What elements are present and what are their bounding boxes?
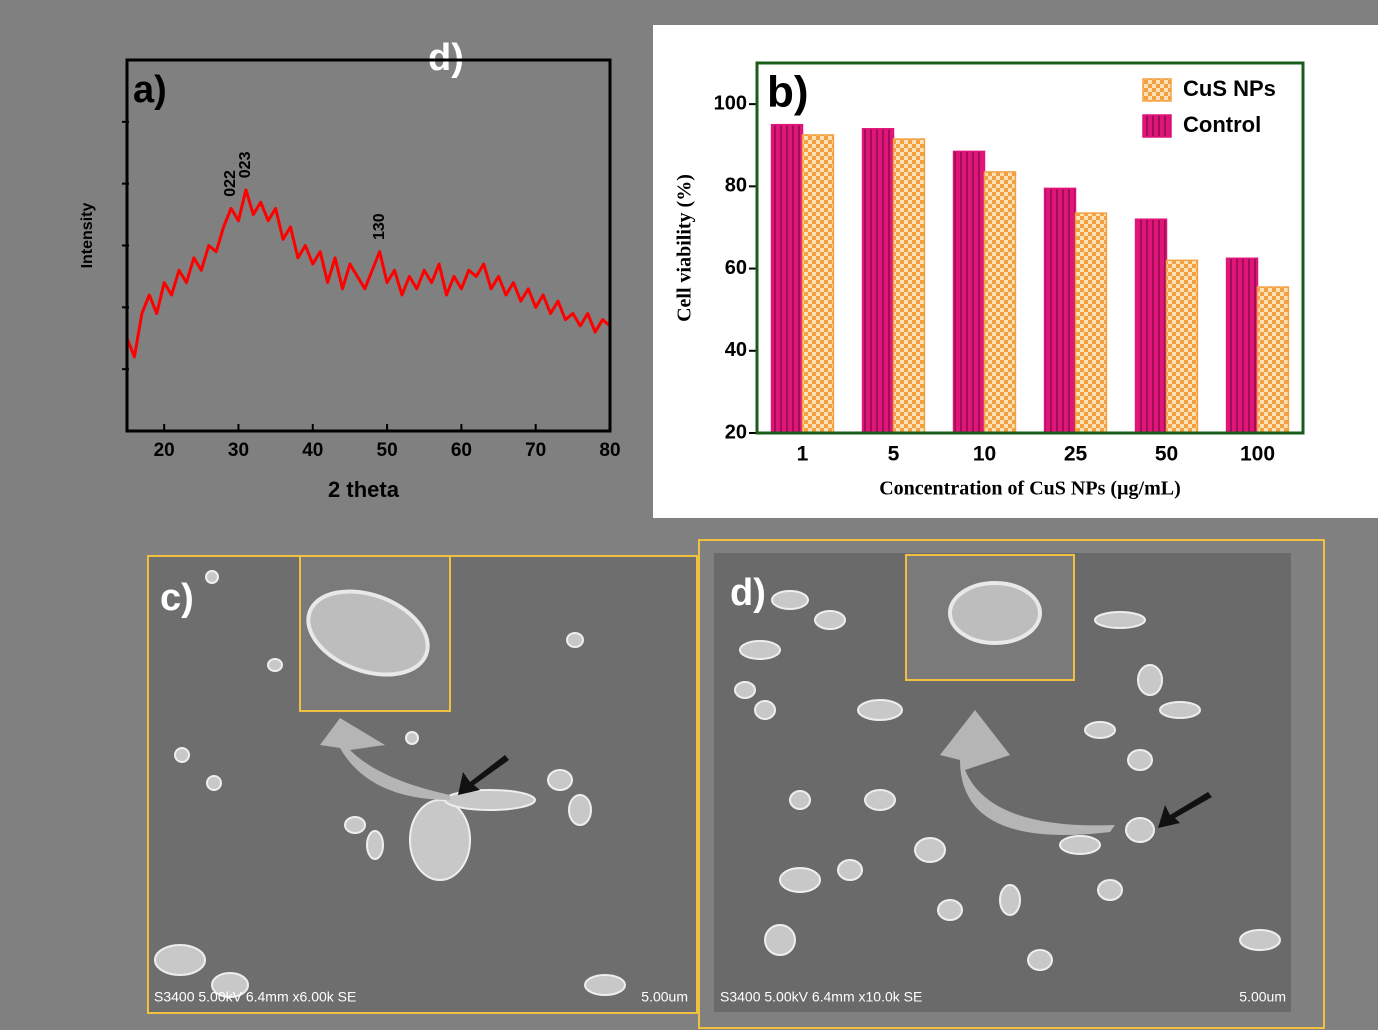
- panel-label: d): [730, 572, 766, 614]
- arrow: [320, 718, 450, 800]
- inset-particle: [948, 581, 1042, 645]
- panel-label: c): [160, 577, 194, 619]
- chart-title: b): [767, 68, 809, 117]
- x-axis-label: 2 theta: [328, 477, 400, 502]
- chart-title: a): [133, 69, 167, 111]
- sem-panel-d: d) S3400 5.00kV 6.4mm x10.0k SE 5.00um: [698, 539, 1325, 1029]
- panel-border: [698, 539, 1325, 1029]
- bar: [1043, 187, 1077, 434]
- particles: [154, 570, 626, 998]
- bar: [1074, 212, 1108, 434]
- bar: [1165, 259, 1199, 434]
- x-tick-label: 5: [888, 443, 900, 466]
- x-tick-label: 100: [1240, 443, 1275, 466]
- particles: [734, 590, 1281, 971]
- legend-swatch: [1142, 78, 1172, 102]
- arrow: [458, 755, 509, 795]
- data-line: [125, 188, 611, 359]
- sem-footer: S3400 5.00kV 6.4mm x10.0k SE: [720, 989, 922, 1005]
- arrow: [1158, 792, 1212, 828]
- axis-frame: [755, 61, 1305, 435]
- x-tick-label: 50: [377, 440, 398, 461]
- peak-label: 023: [237, 151, 254, 178]
- x-tick-label: 20: [154, 440, 175, 461]
- bar: [1134, 218, 1168, 434]
- arrow: [940, 710, 1115, 835]
- bar: [861, 128, 895, 434]
- scale-label: 5.00um: [1239, 989, 1286, 1005]
- inset-particle: [306, 589, 430, 677]
- x-tick-label: 60: [451, 440, 472, 461]
- y-tick-label: 100: [714, 92, 747, 114]
- x-tick-label: 10: [973, 443, 996, 466]
- y-axis-label: Cell viability (%): [674, 174, 696, 322]
- x-axis-label: Concentration of CuS NPs (µg/mL): [879, 478, 1181, 500]
- y-tick-label: 80: [725, 175, 747, 197]
- peak-label: 022: [222, 170, 239, 197]
- x-tick-label: 70: [525, 440, 546, 461]
- legend-label: CuS NPs: [1183, 76, 1276, 101]
- bar: [983, 171, 1017, 434]
- bar: [892, 138, 926, 434]
- scale-label: 5.00um: [641, 989, 688, 1005]
- x-tick-label: 40: [302, 440, 323, 461]
- bar: [1225, 257, 1259, 434]
- bar: [952, 150, 986, 434]
- y-tick-label: 60: [725, 257, 747, 279]
- bar: [801, 134, 835, 434]
- stray-label: d): [428, 37, 464, 79]
- x-tick-label: 1: [797, 443, 809, 466]
- y-tick-label: 40: [725, 339, 747, 361]
- y-axis-label: Intensity: [79, 203, 96, 269]
- legend-swatch: [1142, 114, 1172, 138]
- peak-label: 130: [371, 213, 388, 240]
- legend-label: Control: [1183, 112, 1261, 137]
- sem-panel-c: c) S3400 5.00kV 6.4mm x6.00k SE 5.00um: [147, 555, 698, 1014]
- x-tick-label: 30: [228, 440, 249, 461]
- sem-footer: S3400 5.00kV 6.4mm x6.00k SE: [154, 989, 356, 1005]
- x-tick-label: 50: [1155, 443, 1178, 466]
- x-tick-label: 80: [599, 440, 620, 461]
- x-tick-label: 25: [1064, 443, 1088, 466]
- bar: [1256, 286, 1290, 434]
- y-tick-label: 20: [725, 421, 747, 443]
- bar: [770, 123, 804, 434]
